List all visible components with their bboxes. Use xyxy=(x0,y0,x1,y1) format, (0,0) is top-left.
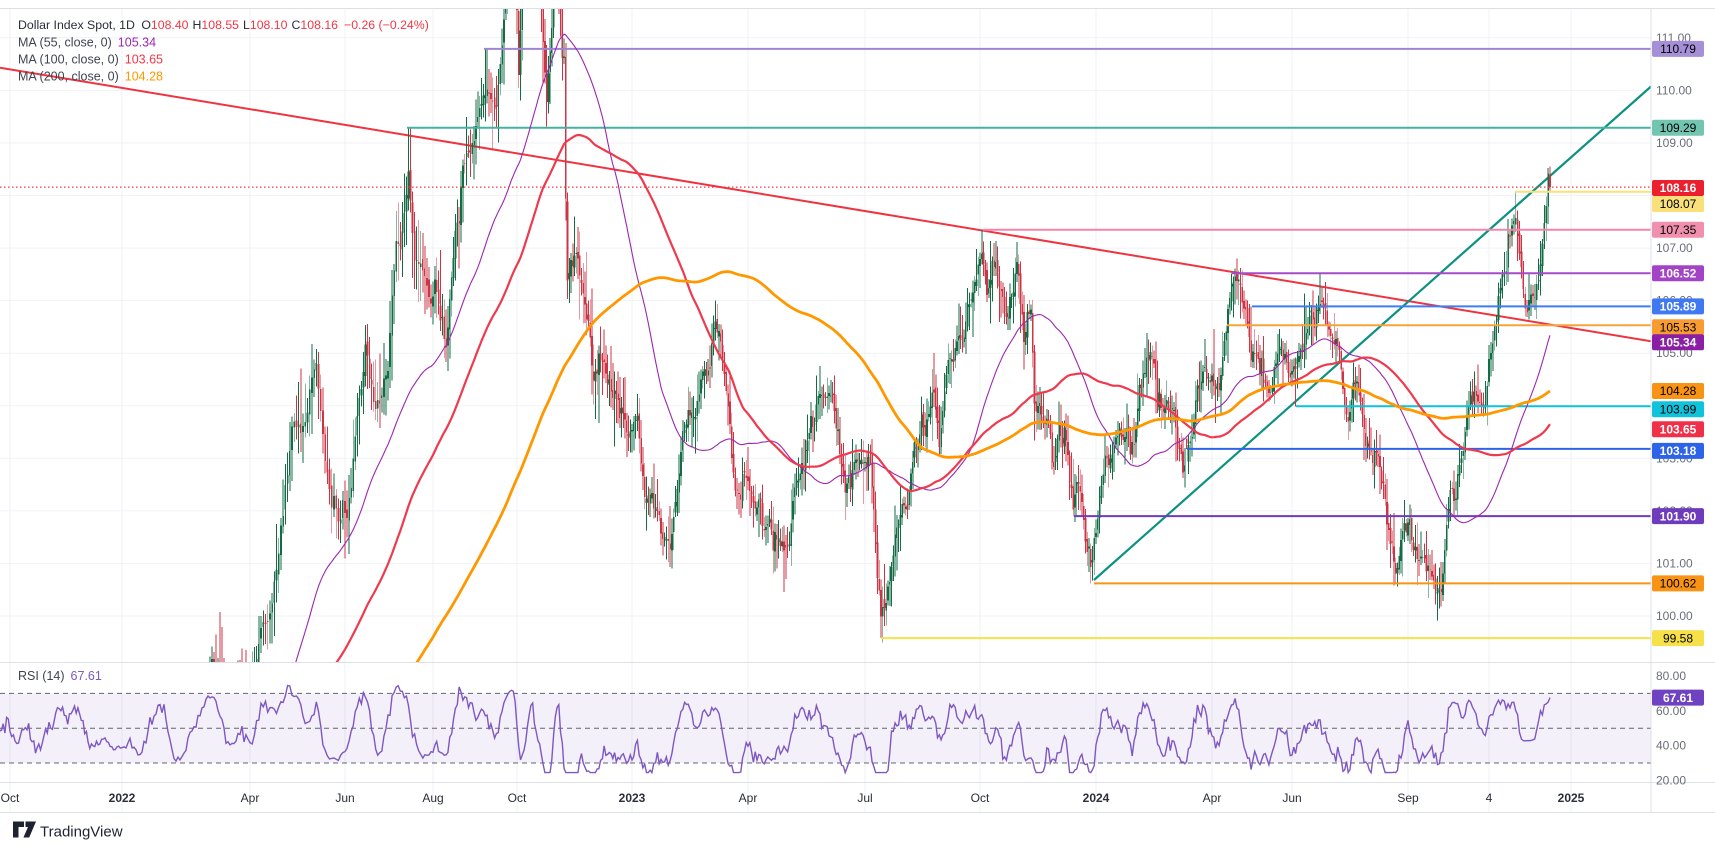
svg-text:105.89: 105.89 xyxy=(1660,300,1697,314)
svg-text:4: 4 xyxy=(1486,791,1493,805)
svg-text:103.65: 103.65 xyxy=(1660,422,1697,436)
svg-text:108.07: 108.07 xyxy=(1660,197,1697,211)
svg-text:MA (100, close, 0)103.65: MA (100, close, 0) 103.65 xyxy=(18,53,163,67)
svg-text:60.00: 60.00 xyxy=(1656,704,1686,718)
svg-text:Apr: Apr xyxy=(1203,791,1222,805)
svg-text:99.58: 99.58 xyxy=(1663,631,1693,645)
svg-text:Oct: Oct xyxy=(1,791,20,805)
svg-text:100.62: 100.62 xyxy=(1660,577,1697,591)
svg-text:108.16: 108.16 xyxy=(1660,181,1697,195)
svg-text:Apr: Apr xyxy=(739,791,758,805)
svg-text:100.00: 100.00 xyxy=(1656,609,1693,623)
svg-text:Dollar Index Spot, 1D O108.40H: Dollar Index Spot, 1D O108.40 H108.55 L108… xyxy=(18,18,429,32)
svg-text:TradingView: TradingView xyxy=(40,824,123,841)
svg-text:103.99: 103.99 xyxy=(1660,403,1697,417)
svg-text:MA (55, close, 0)105.34: MA (55, close, 0) 105.34 xyxy=(18,36,156,50)
svg-text:MA (200, close, 0)104.28: MA (200, close, 0) 104.28 xyxy=(18,70,163,84)
svg-text:104.28: 104.28 xyxy=(1660,384,1697,398)
svg-text:2025: 2025 xyxy=(1558,791,1585,805)
svg-text:110.79: 110.79 xyxy=(1660,42,1696,56)
svg-text:107.35: 107.35 xyxy=(1660,223,1697,237)
svg-text:105.53: 105.53 xyxy=(1660,321,1697,335)
svg-text:2023: 2023 xyxy=(619,791,646,805)
svg-text:2022: 2022 xyxy=(109,791,136,805)
svg-text:Oct: Oct xyxy=(508,791,527,805)
svg-text:105.34: 105.34 xyxy=(1660,336,1697,350)
svg-text:101.90: 101.90 xyxy=(1660,509,1697,523)
svg-text:Jun: Jun xyxy=(1282,791,1301,805)
svg-text:106.52: 106.52 xyxy=(1660,267,1697,281)
svg-text:Apr: Apr xyxy=(241,791,260,805)
svg-text:Jul: Jul xyxy=(857,791,872,805)
svg-text:Jun: Jun xyxy=(335,791,354,805)
svg-text:RSI (14)67.61: RSI (14) 67.61 xyxy=(18,669,102,683)
svg-text:Aug: Aug xyxy=(422,791,443,805)
svg-text:Oct: Oct xyxy=(971,791,990,805)
svg-text:80.00: 80.00 xyxy=(1656,669,1686,683)
svg-text:110.00: 110.00 xyxy=(1656,83,1692,97)
svg-text:2024: 2024 xyxy=(1083,791,1110,805)
svg-text:107.00: 107.00 xyxy=(1656,241,1693,255)
svg-text:20.00: 20.00 xyxy=(1656,773,1686,787)
svg-text:Sep: Sep xyxy=(1397,791,1419,805)
svg-text:40.00: 40.00 xyxy=(1656,739,1686,753)
svg-text:101.00: 101.00 xyxy=(1656,556,1693,570)
svg-text:67.61: 67.61 xyxy=(1663,691,1693,705)
svg-text:109.29: 109.29 xyxy=(1660,121,1697,135)
svg-text:109.00: 109.00 xyxy=(1656,136,1693,150)
svg-text:103.18: 103.18 xyxy=(1660,444,1697,458)
